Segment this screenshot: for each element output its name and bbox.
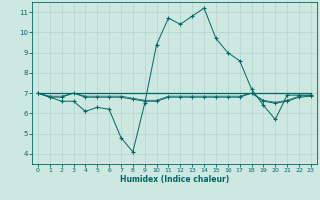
X-axis label: Humidex (Indice chaleur): Humidex (Indice chaleur): [120, 175, 229, 184]
